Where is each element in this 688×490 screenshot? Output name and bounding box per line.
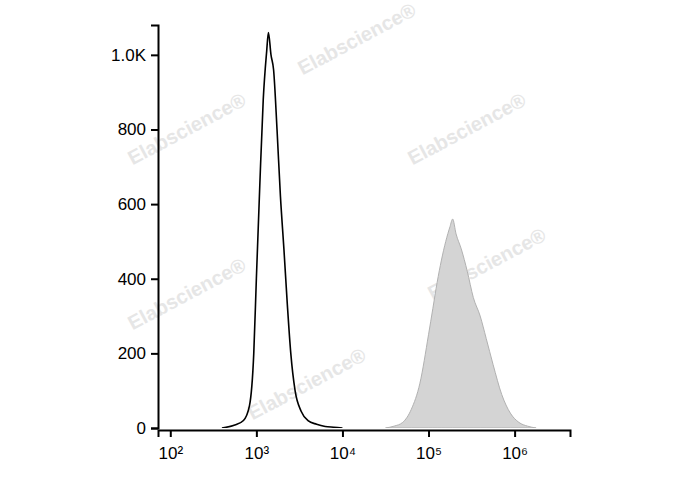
plot-area <box>222 32 536 428</box>
y-tick-mark <box>151 54 158 56</box>
x-tick: 10³ <box>245 430 270 463</box>
x-tick-mark <box>428 430 430 437</box>
x-tick-label: 10⁵ <box>416 444 442 463</box>
y-axis: 0 200 400 600 800 1.0K <box>111 26 158 438</box>
x-tick-mark <box>170 430 172 437</box>
x-tick-label: 10³ <box>245 444 270 463</box>
y-tick-label: 1.0K <box>111 46 147 65</box>
y-tick-label: 800 <box>118 120 146 139</box>
chart: Elabscience® Elabscience® Elabscience® Elab… <box>0 0 688 490</box>
y-tick: 1.0K <box>111 46 158 65</box>
watermark: Elabscience® <box>404 88 530 169</box>
y-tick: 600 <box>118 195 158 214</box>
histogram-area <box>385 219 536 428</box>
x-tick-label: 10⁴ <box>330 444 356 463</box>
y-tick: 200 <box>118 344 158 363</box>
y-tick-label: 600 <box>118 195 146 214</box>
x-tick: 10⁵ <box>416 430 442 463</box>
y-tick-mark <box>151 353 158 355</box>
x-tick-mark <box>256 430 258 437</box>
y-tick: 400 <box>118 270 158 289</box>
x-tick-mark <box>342 430 344 437</box>
x-tick: 10⁶ <box>502 430 528 463</box>
histogram-line <box>222 32 343 428</box>
x-axis: 10² 10³ 10⁴ 10⁵ 10⁶ <box>158 430 570 463</box>
x-tick: 10² <box>158 430 183 463</box>
x-tick-label: 10² <box>158 444 183 463</box>
y-tick-label: 0 <box>137 419 146 438</box>
y-tick-mark <box>151 129 158 131</box>
y-axis-line <box>151 26 159 429</box>
watermark: Elabscience® <box>244 343 370 424</box>
y-tick: 0 <box>137 419 158 438</box>
x-tick-mark <box>514 430 516 437</box>
y-tick: 800 <box>118 120 158 139</box>
y-tick-mark <box>151 204 158 206</box>
y-tick-label: 400 <box>118 270 146 289</box>
watermark: Elabscience® <box>124 253 250 334</box>
x-tick-label: 10⁶ <box>502 444 528 463</box>
y-tick-label: 200 <box>118 344 146 363</box>
x-tick: 10⁴ <box>330 430 356 463</box>
y-tick-mark <box>151 278 158 280</box>
x-axis-line <box>159 431 571 438</box>
y-tick-mark <box>151 428 158 430</box>
watermark: Elabscience® <box>294 0 420 79</box>
